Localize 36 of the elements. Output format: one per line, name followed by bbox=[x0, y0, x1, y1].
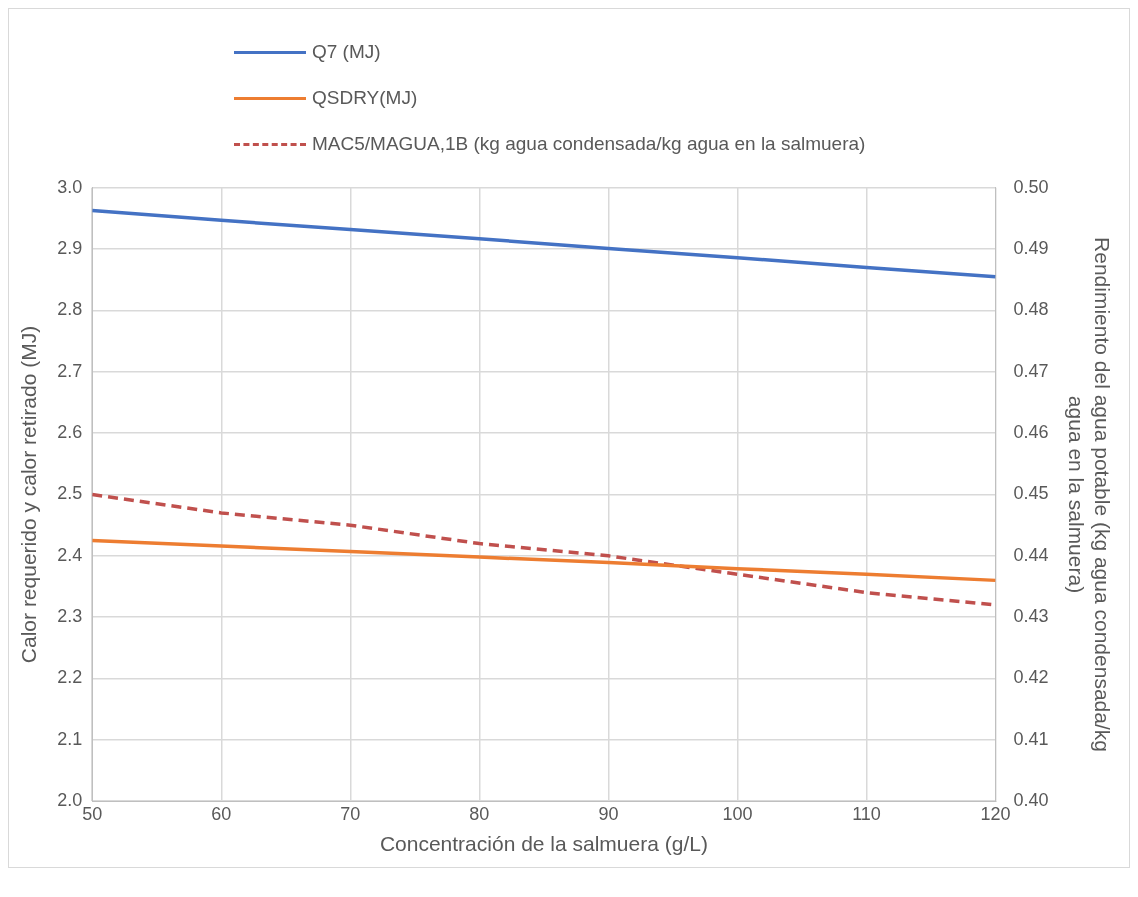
x-tick-label: 90 bbox=[598, 803, 619, 824]
y2-tick-label: 0.41 bbox=[1013, 728, 1049, 749]
x-tick-label: 70 bbox=[340, 803, 361, 824]
y-tick-label: 2.9 bbox=[57, 238, 83, 259]
y-axis-title: Calor requerido y calor retirado (MJ) bbox=[17, 325, 41, 664]
x-axis-title: Concentración de la salmuera (g/L) bbox=[379, 832, 708, 856]
y-tick-label: 2.8 bbox=[57, 299, 83, 320]
y2-tick-label: 0.40 bbox=[1013, 790, 1049, 811]
y2-tick-label: 0.46 bbox=[1013, 422, 1049, 443]
y-tick-label: 2.3 bbox=[57, 606, 83, 627]
y-tick-label: 2.2 bbox=[57, 667, 83, 688]
legend-label: QSDRY(MJ) bbox=[312, 87, 418, 109]
y-tick-label: 2.1 bbox=[57, 728, 83, 749]
y2-tick-label: 0.43 bbox=[1013, 606, 1049, 627]
y2-tick-label: 0.49 bbox=[1013, 238, 1049, 259]
x-tick-label: 80 bbox=[469, 803, 490, 824]
y2-tick-label: 0.50 bbox=[1013, 176, 1049, 197]
y2-tick-label: 0.47 bbox=[1013, 360, 1049, 381]
y-tick-label: 2.0 bbox=[57, 790, 83, 811]
x-tick-label: 100 bbox=[722, 803, 753, 824]
y-tick-label: 3.0 bbox=[57, 176, 83, 197]
y-tick-label: 2.4 bbox=[57, 544, 83, 565]
y2-tick-label: 0.48 bbox=[1013, 299, 1049, 320]
legend-label: MAC5/MAGUA,1B (kg agua condensada/kg agua en la salmuera) bbox=[312, 133, 866, 155]
y-tick-label: 2.6 bbox=[57, 422, 83, 443]
x-tick-label: 120 bbox=[980, 803, 1011, 824]
y-tick-label: 2.7 bbox=[57, 360, 83, 381]
legend-label: Q7 (MJ) bbox=[312, 41, 381, 63]
x-tick-label: 50 bbox=[82, 803, 103, 824]
y2-tick-label: 0.44 bbox=[1013, 544, 1049, 565]
y2-tick-label: 0.45 bbox=[1013, 483, 1049, 504]
x-tick-label: 60 bbox=[211, 803, 232, 824]
y2-tick-label: 0.42 bbox=[1013, 667, 1049, 688]
x-tick-label: 110 bbox=[852, 803, 881, 824]
y2-axis-title: Rendimiento del agua potable (kg agua condensada/kg agua en la salmuera) bbox=[1065, 237, 1114, 752]
y-tick-label: 2.5 bbox=[57, 483, 83, 504]
